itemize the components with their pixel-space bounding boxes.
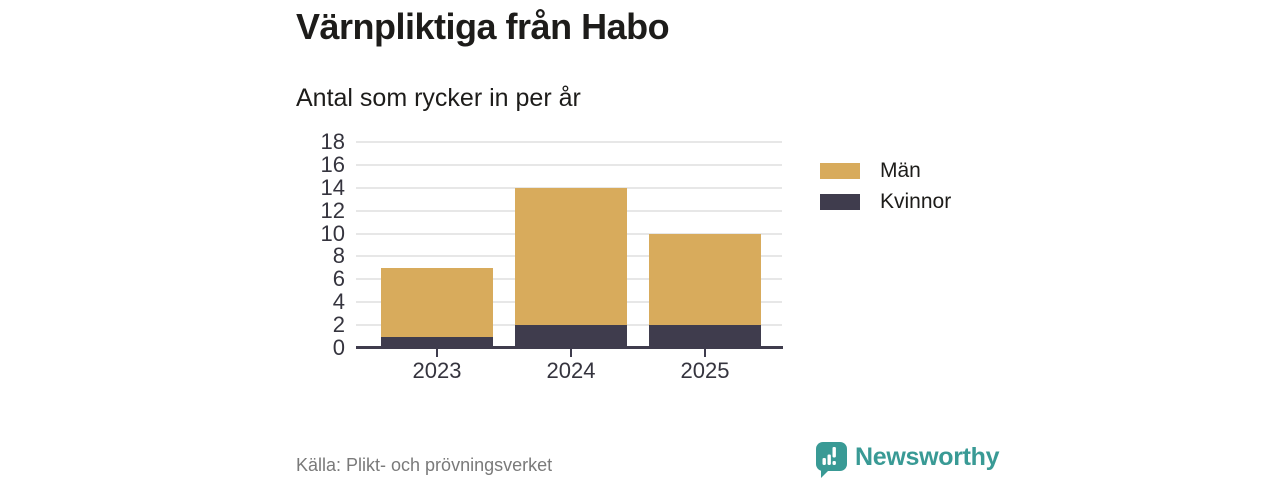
- legend-swatch-Män: [820, 163, 860, 179]
- y-axis-tick-label: 2: [332, 312, 345, 338]
- y-axis-tick-label: 6: [332, 266, 345, 292]
- x-axis-line: [356, 346, 783, 349]
- bar-segment-2024-Män: [515, 187, 627, 326]
- plot-area: [356, 141, 782, 348]
- bar-segment-2023-Män: [381, 267, 493, 337]
- source-note: Källa: Plikt- och prövningsverket: [296, 455, 553, 475]
- y-axis-tick-label: 8: [332, 243, 345, 269]
- x-axis-tick-label: 2025: [680, 358, 730, 383]
- chart-subtitle: Antal som rycker in per år: [296, 84, 581, 112]
- brand-name: Newsworthy: [855, 443, 1000, 471]
- y-axis-tick-label: 0: [332, 335, 345, 360]
- legend-item-Kvinnor: Kvinnor: [820, 190, 952, 213]
- y-axis-tick-label: 18: [320, 129, 345, 154]
- y-axis-tick-label: 10: [320, 220, 345, 246]
- y-axis-tick-label: 4: [332, 289, 345, 315]
- bar-segment-2025-Män: [649, 233, 761, 326]
- brand-logo: Newsworthy: [814, 441, 1000, 479]
- bar-segment-2023-Kvinnor: [381, 336, 493, 348]
- bar-chart-speech-bubble-icon: [816, 442, 847, 478]
- legend: Män Kvinnor: [820, 159, 952, 225]
- x-axis-tick-mark: [436, 349, 438, 357]
- gridline: [356, 141, 782, 143]
- y-axis-tick-label: 12: [320, 197, 345, 223]
- gridline: [356, 163, 782, 166]
- legend-label: Män: [880, 159, 921, 182]
- bar-segment-2024-Kvinnor: [515, 325, 627, 348]
- legend-item-Män: Män: [820, 159, 951, 182]
- legend-swatch-Kvinnor: [820, 194, 860, 210]
- x-axis-tick-label: 2023: [412, 358, 462, 383]
- x-axis-tick-mark: [704, 349, 706, 357]
- x-axis-tick-mark: [570, 349, 572, 357]
- x-axis-tick-label: 2024: [546, 358, 596, 383]
- legend-label: Kvinnor: [880, 190, 952, 213]
- chart-title: Värnpliktiga från Habo: [296, 6, 670, 47]
- y-axis-tick-label: 16: [320, 151, 345, 177]
- y-axis-tick-label: 14: [320, 174, 345, 200]
- bar-segment-2025-Kvinnor: [649, 325, 761, 348]
- gridline: [356, 186, 782, 189]
